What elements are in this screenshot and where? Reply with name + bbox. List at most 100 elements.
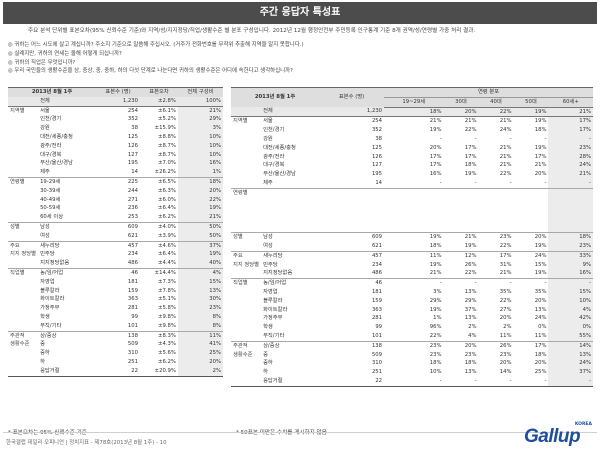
row-label: 60세 이상 bbox=[40, 214, 64, 221]
share-cell: 40% bbox=[177, 259, 223, 269]
sample-error-cell: ±20.9% bbox=[140, 366, 178, 377]
age-share-cell: - bbox=[474, 135, 477, 142]
row-label: 남성 bbox=[38, 221, 97, 232]
row-label: 가정주부 bbox=[263, 315, 283, 322]
sample-size-cell: 609 bbox=[319, 232, 385, 243]
age-share-cell: 37% bbox=[464, 306, 477, 313]
share-cell: 8% bbox=[177, 321, 223, 332]
table-row: 주관적 상/중상 138 23% 20% 26% 17% 14% bbox=[231, 340, 593, 351]
sample-size-cell: 159 bbox=[127, 287, 139, 294]
row-group bbox=[8, 142, 38, 151]
sample-size-cell bbox=[319, 215, 384, 224]
table-row: 여성 621 18% 19% 22% 19% 23% bbox=[231, 242, 593, 252]
row-group bbox=[231, 269, 261, 278]
row-label: 50-59세 bbox=[40, 205, 61, 212]
row-label: 상/중상 bbox=[38, 330, 97, 341]
table-row: 응답거절 22 ±20.9% 2% bbox=[8, 366, 223, 377]
share-cell: 37% bbox=[177, 240, 223, 251]
age-share-cell bbox=[384, 187, 444, 198]
row-group bbox=[8, 313, 38, 322]
sample-size-cell: 138 bbox=[96, 330, 141, 341]
age-share-cell: 19% bbox=[384, 232, 444, 243]
sample-error-cell: ±8.8% bbox=[158, 133, 176, 140]
age-share-cell: 20% bbox=[429, 144, 442, 151]
sample-size-cell: 457 bbox=[319, 250, 385, 261]
age-share-cell: 96% bbox=[429, 324, 442, 331]
sample-error-cell: ±2.8% bbox=[140, 96, 178, 107]
age-share-cell: 21% bbox=[499, 153, 512, 160]
row-group: 연령별 bbox=[8, 176, 39, 187]
sample-error-cell: ±5.8% bbox=[158, 305, 176, 312]
age-share-cell: 23% bbox=[384, 340, 444, 351]
row-label: 제주 bbox=[40, 169, 50, 176]
age-col-header: 30대 bbox=[443, 97, 479, 108]
age-share-cell: 35% bbox=[534, 289, 547, 296]
table-a-dist-header: 전체 구성비 bbox=[177, 86, 223, 97]
sample-size-cell: 457 bbox=[96, 240, 141, 251]
age-share-cell: 18% bbox=[548, 232, 593, 243]
question-item: ◎ 귀하의 직업은 무엇입니까? bbox=[8, 59, 76, 66]
share-cell: 50% bbox=[177, 231, 223, 242]
age-share-cell: - bbox=[548, 178, 593, 189]
age-share-cell: - bbox=[443, 278, 479, 289]
age-share-cell: 18% bbox=[464, 360, 477, 367]
age-share-cell: 13% bbox=[534, 306, 547, 313]
row-label: 인천/경기 bbox=[263, 127, 285, 134]
age-share-cell bbox=[384, 198, 443, 207]
table-a-n-header: 표본수 (명) bbox=[96, 86, 141, 97]
sample-error-cell: ±6.3% bbox=[158, 187, 176, 194]
age-share-cell: 17% bbox=[464, 153, 477, 160]
footnote-sample-error: * 표본오차는 95% 신뢰수준 기준 bbox=[8, 430, 87, 436]
sample-error-cell: ±6.4% bbox=[158, 205, 176, 212]
question-item: ◎ 우리 국민들의 생활수준을 상, 중상, 중, 중하, 하의 다섯 단계로 … bbox=[8, 68, 293, 75]
sample-size-cell: 621 bbox=[371, 243, 383, 250]
age-share-cell: 4% bbox=[468, 333, 477, 340]
share-cell: 4% bbox=[177, 267, 223, 278]
row-group: 생활수준 bbox=[233, 351, 253, 358]
row-group bbox=[231, 297, 261, 306]
share-cell: 41% bbox=[177, 340, 223, 350]
sample-error-cell: ±9.8% bbox=[158, 313, 176, 320]
row-label: 광주/전라 bbox=[263, 153, 285, 160]
age-share-cell: 13% bbox=[464, 315, 477, 322]
row-label: 무직/기타 bbox=[263, 333, 285, 340]
sample-size-cell bbox=[319, 187, 385, 198]
table-row: 지지 정당별 민주당 234 19% 26% 31% 15% 9% bbox=[231, 260, 593, 270]
age-share-cell: - bbox=[548, 377, 593, 387]
table-a-period-header: 2013년 8월 1주 bbox=[8, 86, 97, 97]
age-share-cell: 19% bbox=[429, 261, 442, 268]
sample-size-cell: 621 bbox=[127, 232, 139, 239]
table-row: 중하 310 18% 18% 20% 20% 24% bbox=[231, 359, 593, 369]
sample-size-cell: 127 bbox=[127, 151, 139, 158]
row-group: 직업별 bbox=[231, 278, 262, 289]
age-share-cell: 17% bbox=[429, 162, 442, 169]
table-row bbox=[231, 197, 593, 207]
sample-size-cell: 509 bbox=[127, 341, 139, 348]
sample-size-cell: 14 bbox=[131, 169, 139, 176]
sample-size-cell bbox=[319, 224, 384, 233]
age-share-cell bbox=[513, 215, 548, 224]
row-label: 강원 bbox=[40, 125, 50, 132]
table-row: 무직/기타 101 22% 4% 11% 11% 55% bbox=[231, 332, 593, 342]
share-cell: 3% bbox=[177, 124, 223, 133]
row-label: 서울 bbox=[38, 105, 97, 116]
age-share-cell: - bbox=[443, 377, 479, 387]
age-share-cell: 19% bbox=[429, 127, 442, 134]
age-share-cell: 19% bbox=[464, 171, 477, 178]
sample-size-cell: 236 bbox=[127, 205, 139, 212]
age-share-cell: 19% bbox=[534, 243, 547, 250]
age-share-cell: 2% bbox=[468, 324, 477, 331]
row-group bbox=[231, 170, 261, 179]
age-share-cell: 14% bbox=[548, 340, 593, 351]
age-share-cell bbox=[478, 224, 513, 233]
age-share-cell: 29% bbox=[429, 297, 442, 304]
table-row: 대전/세종/충청 125 20% 17% 21% 19% 23% bbox=[231, 143, 593, 153]
row-group bbox=[231, 135, 261, 144]
share-cell: 30% bbox=[177, 295, 223, 305]
sample-size-cell: 138 bbox=[319, 340, 385, 351]
age-share-cell: 21% bbox=[548, 170, 593, 179]
age-share-cell bbox=[384, 206, 443, 215]
row-label: 하 bbox=[263, 369, 268, 376]
sample-error-cell: ±8.7% bbox=[158, 151, 176, 158]
age-share-cell: 12% bbox=[443, 250, 479, 261]
